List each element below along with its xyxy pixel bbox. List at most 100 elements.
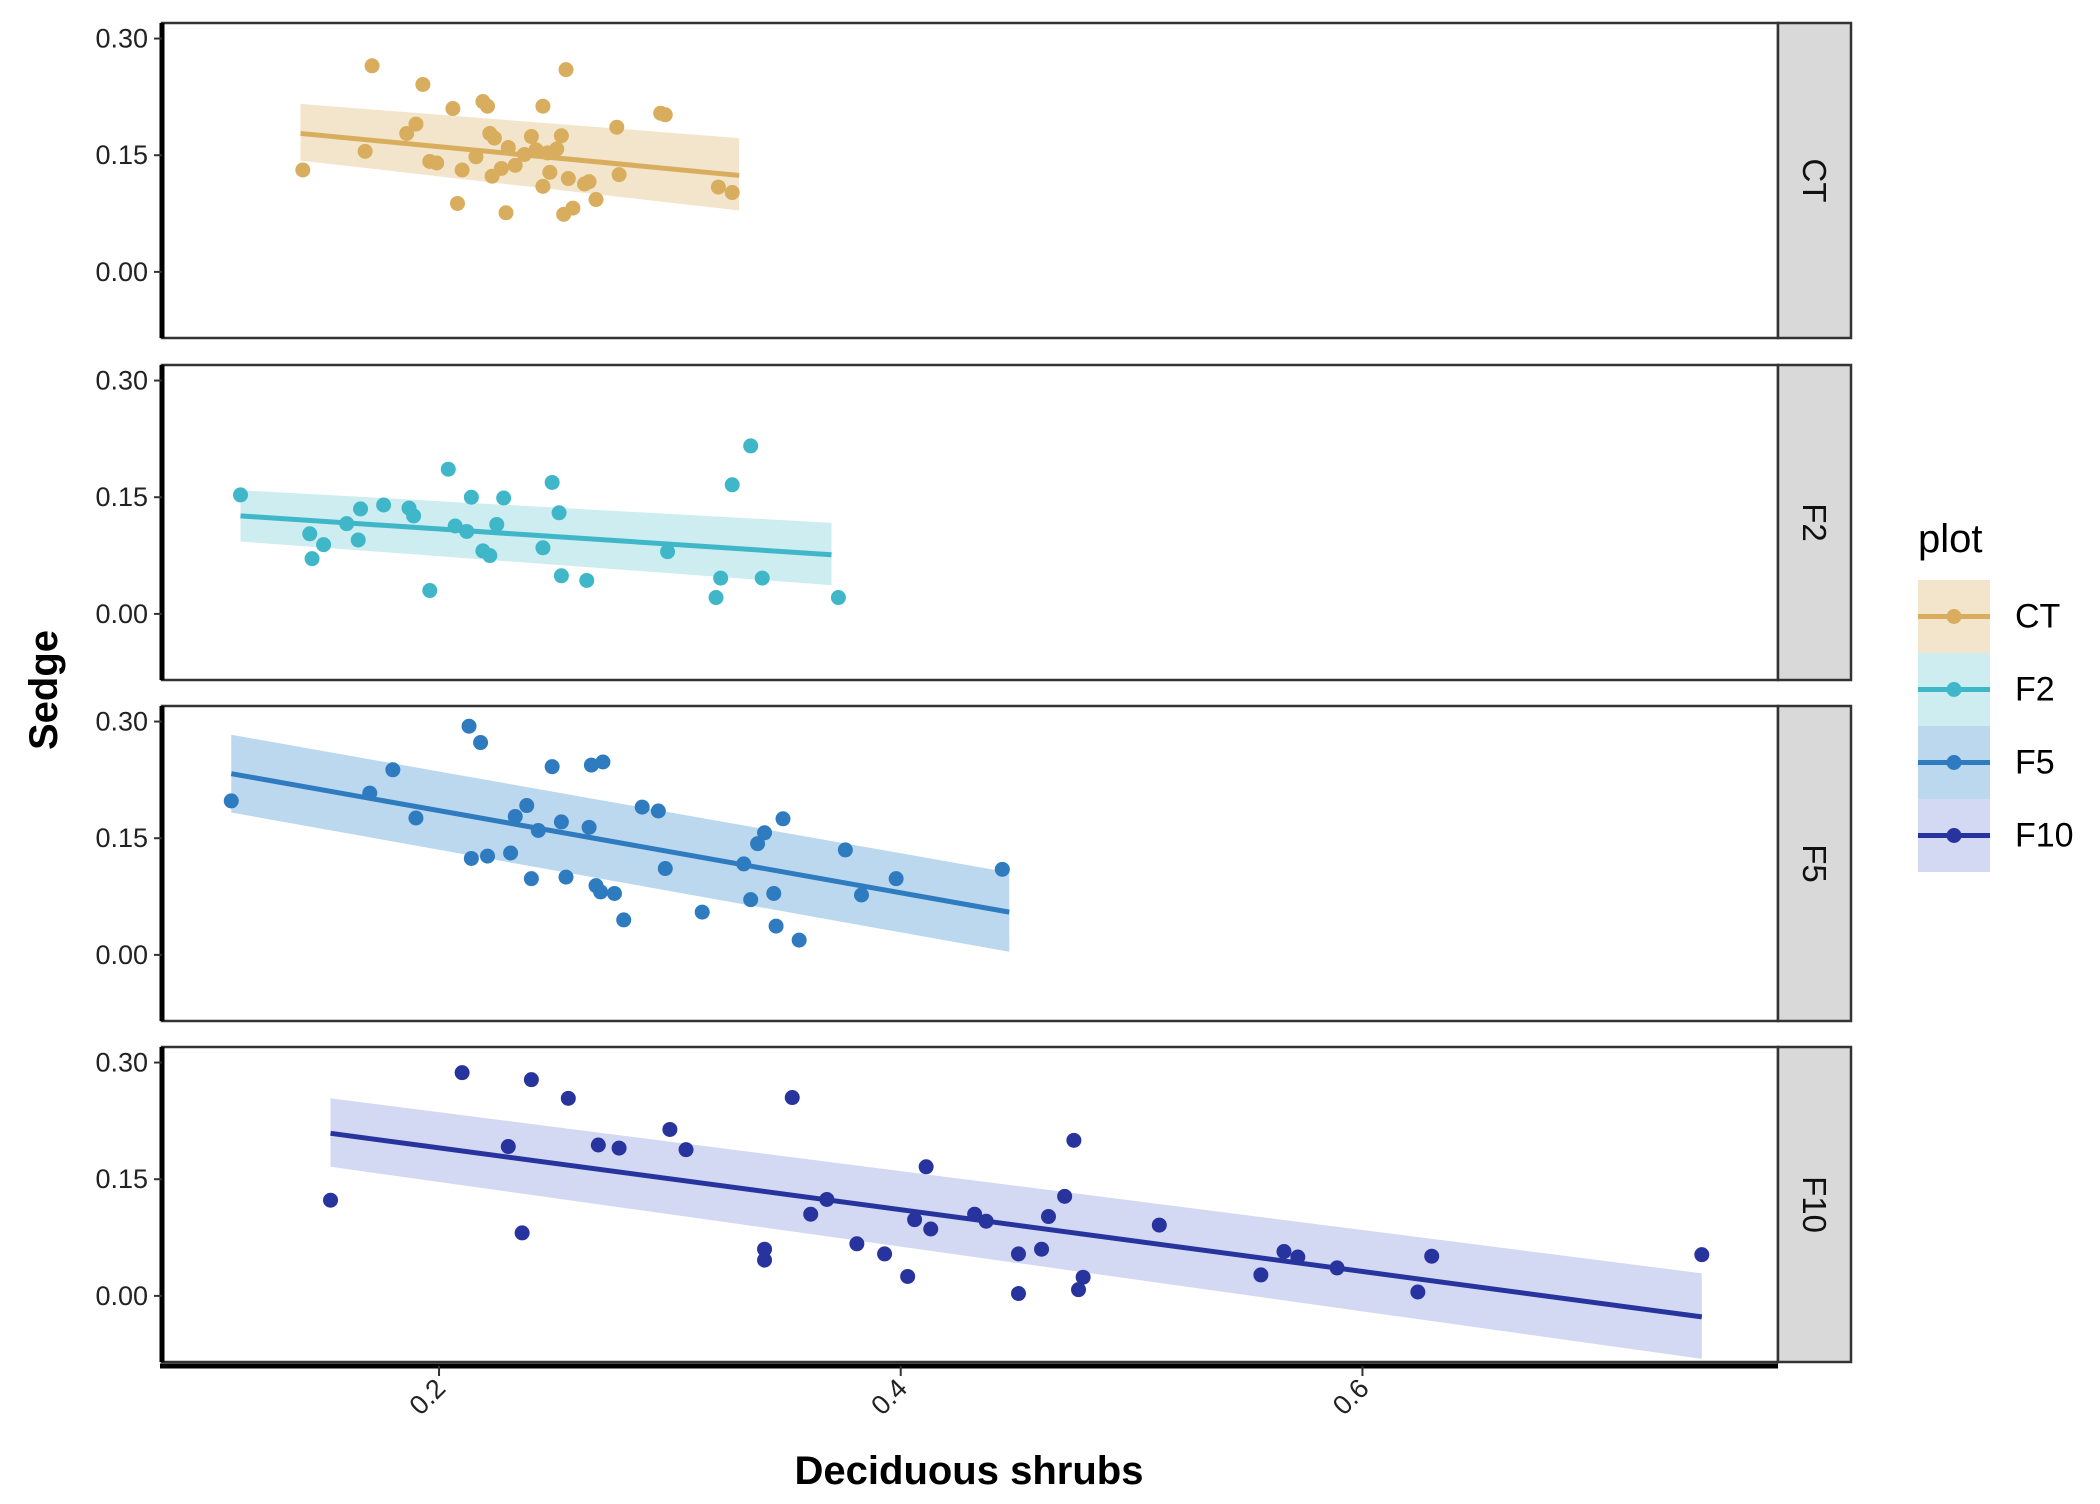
data-point-f2 xyxy=(316,537,332,553)
data-point-ct xyxy=(553,128,569,144)
data-point-f5 xyxy=(888,871,904,887)
y-tick-label: 0.30 xyxy=(95,1048,148,1078)
panel-f5: F5 0.00 0.15 0.30 xyxy=(95,704,1853,1023)
data-point-ct xyxy=(558,62,574,78)
data-point-ct xyxy=(565,200,581,216)
data-point-f10 xyxy=(803,1206,819,1222)
data-point-f10 xyxy=(323,1192,339,1208)
legend-label-f10: F10 xyxy=(2015,817,2074,855)
facet-panels: CT 0.00 0.15 0.30 F2 0.00 0.15 0.30 F5 0.00 0.15 0.… xyxy=(95,21,1853,1364)
data-point-f5 xyxy=(503,845,519,861)
data-point-f5 xyxy=(519,798,535,814)
data-point-f10 xyxy=(1057,1188,1073,1204)
data-point-f10 xyxy=(849,1236,865,1252)
legend: plot CT F2 F5 F10 xyxy=(1918,517,2074,872)
data-point-ct xyxy=(560,171,576,187)
legend-title: plot xyxy=(1918,517,1983,561)
data-point-f5 xyxy=(595,754,611,770)
data-point-f5 xyxy=(473,735,489,751)
data-point-f2 xyxy=(422,583,438,599)
data-point-f10 xyxy=(454,1065,470,1081)
strip-label-f5: F5 xyxy=(1796,844,1833,883)
data-point-ct xyxy=(609,119,625,135)
x-axis: 0.2 0.4 0.6 xyxy=(160,1363,1778,1421)
data-point-f5 xyxy=(743,892,759,908)
data-point-f2 xyxy=(496,490,512,506)
data-point-f5 xyxy=(480,848,496,864)
data-point-f5 xyxy=(553,814,569,830)
y-tick-label: 0.15 xyxy=(95,482,148,512)
legend-label-f2: F2 xyxy=(2015,671,2055,709)
legend-key-point-f5 xyxy=(1946,755,1962,770)
data-point-ct xyxy=(581,174,597,190)
data-point-f2 xyxy=(724,477,740,493)
y-tick-label: 0.15 xyxy=(95,140,148,170)
data-point-ct xyxy=(454,162,470,178)
data-point-ct xyxy=(710,179,726,195)
panel-f2: F2 0.00 0.15 0.30 xyxy=(95,363,1853,682)
data-point-f10 xyxy=(1071,1282,1087,1298)
y-axis-title: Sedge xyxy=(22,630,66,750)
data-point-f2 xyxy=(551,505,567,521)
data-point-ct xyxy=(549,141,565,157)
data-point-f2 xyxy=(350,532,366,548)
strip-ct xyxy=(1776,21,1853,340)
data-point-f10 xyxy=(918,1159,934,1175)
data-point-f2 xyxy=(232,487,248,503)
data-point-f5 xyxy=(385,762,401,778)
data-point-ct xyxy=(445,101,461,117)
legend-label-ct: CT xyxy=(2015,598,2060,636)
data-point-ct xyxy=(498,205,514,221)
data-point-f10 xyxy=(1034,1241,1050,1257)
data-point-f10 xyxy=(514,1225,530,1241)
data-point-f10 xyxy=(923,1221,939,1237)
data-point-f5 xyxy=(523,871,539,887)
data-point-ct xyxy=(295,162,311,178)
data-point-f5 xyxy=(223,793,239,809)
data-point-f2 xyxy=(482,548,498,564)
data-point-ct xyxy=(408,116,424,132)
x-axis-title: Deciduous shrubs xyxy=(795,1449,1144,1493)
data-point-f10 xyxy=(757,1252,773,1268)
data-point-f2 xyxy=(463,489,479,505)
y-tick-label: 0.30 xyxy=(95,707,148,737)
data-point-ct xyxy=(364,58,380,74)
data-point-f10 xyxy=(1410,1284,1426,1300)
y-tick-label: 0.30 xyxy=(95,24,148,54)
data-point-f2 xyxy=(708,590,724,606)
regression-line-f2 xyxy=(240,513,832,558)
data-point-f5 xyxy=(750,836,766,852)
data-point-f5 xyxy=(606,885,622,901)
data-point-f5 xyxy=(775,811,791,827)
data-point-ct xyxy=(493,160,509,176)
data-point-f2 xyxy=(743,438,759,454)
data-point-f10 xyxy=(560,1090,576,1106)
data-point-f10 xyxy=(1010,1246,1026,1262)
data-point-f10 xyxy=(1151,1217,1167,1233)
data-point-f10 xyxy=(877,1246,893,1262)
data-point-f10 xyxy=(784,1090,800,1106)
y-tick-label: 0.00 xyxy=(95,1281,148,1311)
legend-key-point-ct xyxy=(1946,609,1962,624)
data-point-f10 xyxy=(1040,1209,1056,1225)
data-point-f5 xyxy=(634,799,650,815)
data-point-f5 xyxy=(650,803,666,819)
data-point-f5 xyxy=(791,932,807,948)
data-point-f10 xyxy=(678,1142,694,1158)
data-point-f10 xyxy=(900,1268,916,1284)
data-point-ct xyxy=(486,130,502,146)
y-tick-label: 0.00 xyxy=(95,257,148,287)
data-point-f10 xyxy=(1253,1267,1269,1283)
legend-key-point-f10 xyxy=(1946,828,1962,843)
data-point-f2 xyxy=(553,568,569,584)
confidence-band-f10 xyxy=(330,1098,1702,1359)
data-point-f5 xyxy=(616,912,632,928)
data-point-f2 xyxy=(754,570,770,586)
data-point-f10 xyxy=(1694,1247,1710,1263)
data-point-f2 xyxy=(713,570,729,586)
panel-ct: CT 0.00 0.15 0.30 xyxy=(95,21,1853,340)
x-tick-label: 0.6 xyxy=(1327,1373,1375,1421)
data-point-ct xyxy=(357,143,373,159)
